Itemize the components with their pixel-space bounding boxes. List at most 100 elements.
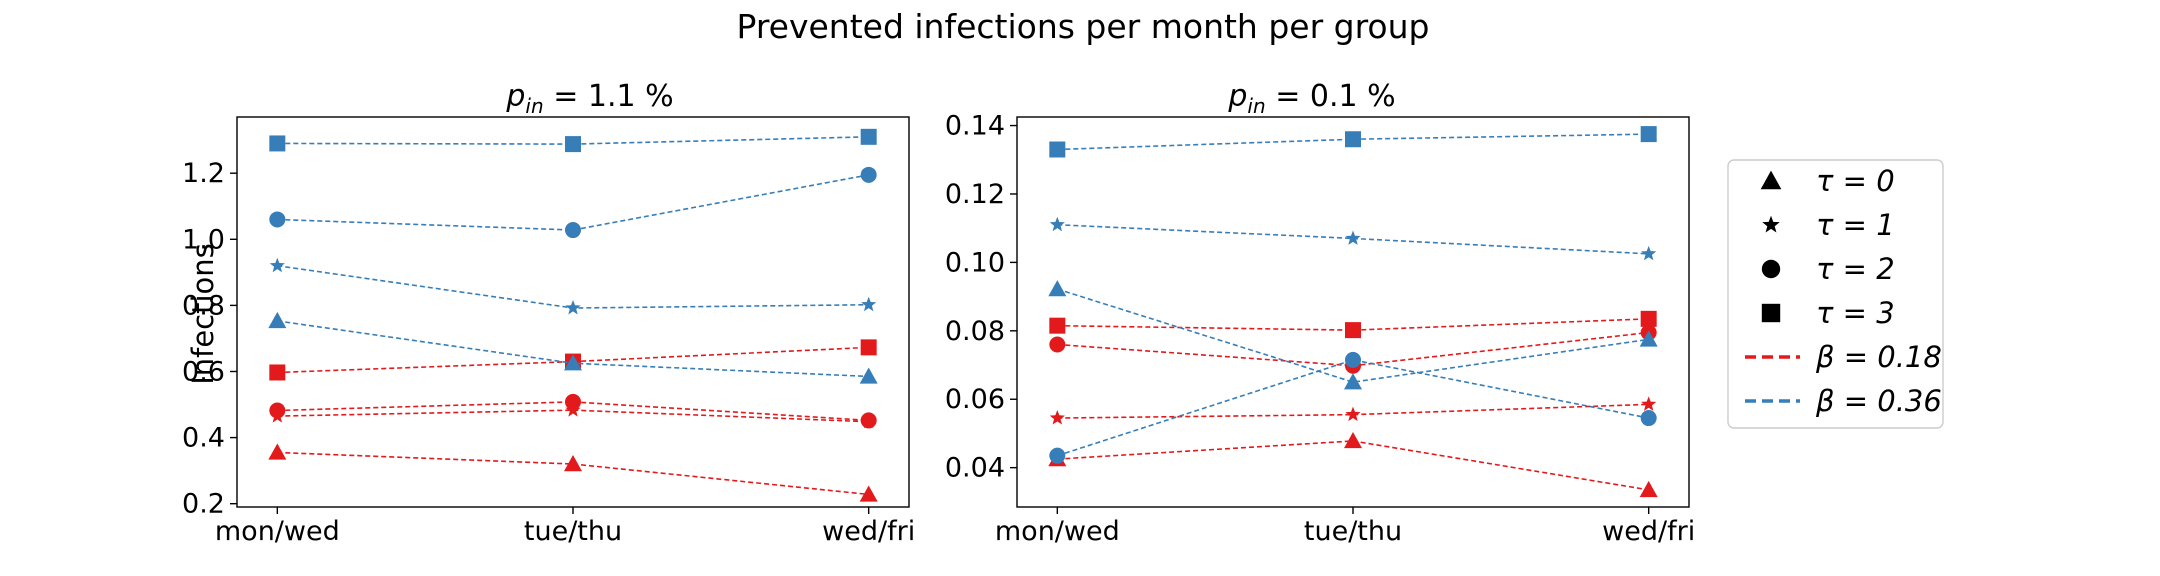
data-point-circle bbox=[860, 166, 877, 183]
series-line bbox=[1057, 223, 1649, 255]
x-tick-label: mon/wed bbox=[215, 516, 340, 547]
y-tick-label: 0.6 bbox=[182, 356, 225, 387]
data-point-triangle bbox=[564, 354, 582, 371]
y-tick-label: 0.10 bbox=[945, 247, 1005, 278]
data-point-square bbox=[1640, 126, 1657, 143]
series-line bbox=[277, 346, 869, 374]
series-beta-0.36-tau-0 bbox=[1048, 280, 1658, 390]
panel-right-title: pin = 0.1 % bbox=[1227, 79, 1395, 118]
series-beta-0.36-tau-2 bbox=[269, 166, 877, 239]
y-tick-label: 0.8 bbox=[182, 290, 225, 321]
data-point-circle bbox=[565, 222, 581, 239]
series-right bbox=[1048, 126, 1658, 498]
legend-marker-square bbox=[1761, 303, 1781, 323]
legend-frame bbox=[1727, 159, 1944, 429]
legend-label: β = 0.36 bbox=[1815, 384, 1942, 418]
data-point-square bbox=[860, 128, 877, 145]
data-point-triangle bbox=[268, 443, 287, 460]
y-ticks-right: 0.04 0.06 0.08 0.10 0.12 0.14 bbox=[945, 111, 1017, 484]
panel-left-title: pin = 1.1 % bbox=[505, 79, 673, 118]
legend-entry: τ = 0 bbox=[1760, 164, 1895, 198]
data-point-circle bbox=[1049, 447, 1066, 464]
legend-entry: τ = 1 bbox=[1762, 208, 1895, 242]
data-point-star bbox=[565, 300, 581, 315]
x-tick-label: tue/thu bbox=[1304, 516, 1402, 547]
y-tick-label: 0.4 bbox=[182, 423, 225, 454]
x-tick-label: wed/fri bbox=[822, 516, 915, 547]
series-beta-0.18-tau-0 bbox=[1048, 431, 1658, 498]
data-point-square bbox=[1345, 131, 1361, 148]
data-point-circle bbox=[1049, 336, 1066, 353]
series-line bbox=[277, 174, 869, 231]
legend-label: τ = 1 bbox=[1816, 208, 1895, 242]
legend-label: τ = 0 bbox=[1816, 164, 1895, 198]
y-tick-label: 1.2 bbox=[182, 158, 225, 189]
series-beta-0.36-tau-0 bbox=[268, 311, 878, 384]
series-beta-0.18-tau-1 bbox=[1049, 396, 1657, 425]
y-tick-label: 0.14 bbox=[945, 111, 1005, 142]
data-point-square bbox=[1640, 310, 1657, 327]
data-point-triangle bbox=[1344, 373, 1362, 390]
data-point-circle bbox=[860, 412, 877, 429]
plot-frame-left bbox=[236, 116, 910, 508]
data-point-triangle bbox=[1048, 280, 1067, 297]
series-beta-0.18-tau-0 bbox=[268, 443, 878, 502]
legend-entry: τ = 2 bbox=[1761, 252, 1895, 286]
series-line bbox=[277, 401, 869, 422]
series-line bbox=[277, 451, 869, 496]
data-point-triangle bbox=[859, 485, 878, 502]
panel-left: pin = 1.1 % Infections 0.2 0.4 0.6 0.8 1.0 1.… bbox=[182, 79, 915, 547]
x-tick-label: tue/thu bbox=[524, 516, 622, 547]
y-tick-label: 0.08 bbox=[945, 316, 1005, 347]
series-line bbox=[1057, 133, 1649, 151]
data-point-star bbox=[861, 296, 877, 312]
series-beta-0.36-tau-1 bbox=[269, 257, 877, 315]
data-point-triangle bbox=[268, 311, 287, 329]
data-point-square bbox=[565, 136, 581, 153]
data-point-triangle bbox=[1639, 480, 1658, 498]
y-axis-label: Infections bbox=[186, 243, 220, 385]
series-beta-0.18-tau-2 bbox=[269, 393, 877, 429]
legend-marker-star bbox=[1762, 215, 1780, 233]
legend-entry: τ = 3 bbox=[1761, 296, 1895, 330]
legend-marker-circle bbox=[1761, 259, 1781, 279]
legend-items: τ = 0 τ = 1 τ = 2 τ = 3 β = 0.18 β = 0.36 bbox=[1745, 164, 1942, 418]
data-point-star bbox=[1049, 410, 1065, 425]
y-tick-label: 0.04 bbox=[945, 453, 1005, 484]
data-point-circle bbox=[269, 402, 286, 419]
figure-title: Prevented infections per month per group bbox=[737, 7, 1430, 46]
x-tick-label: wed/fri bbox=[1602, 516, 1695, 547]
x-ticks-right: mon/wed tue/thu wed/fri bbox=[995, 507, 1695, 547]
x-tick-label: mon/wed bbox=[995, 516, 1120, 547]
legend: τ = 0 τ = 1 τ = 2 τ = 3 β = 0.18 β = 0.36 bbox=[1727, 159, 1944, 429]
data-point-star bbox=[1641, 245, 1657, 261]
legend-label: β = 0.18 bbox=[1815, 340, 1942, 374]
y-tick-label: 1.0 bbox=[182, 224, 225, 255]
series-beta-0.36-tau-2 bbox=[1049, 351, 1657, 464]
data-point-square bbox=[1345, 322, 1361, 339]
data-point-triangle bbox=[859, 367, 878, 384]
y-tick-label: 0.12 bbox=[945, 179, 1005, 210]
data-point-square bbox=[269, 364, 286, 381]
data-point-circle bbox=[1640, 410, 1657, 427]
data-point-star bbox=[1345, 230, 1361, 245]
series-line bbox=[1057, 403, 1649, 419]
data-point-star bbox=[269, 257, 285, 273]
data-point-triangle bbox=[564, 455, 582, 472]
data-point-circle bbox=[269, 211, 286, 228]
panel-right: pin = 0.1 % 0.04 0.06 0.08 0.10 0.12 0.14 mon… bbox=[945, 79, 1695, 547]
series-line bbox=[1057, 440, 1649, 491]
data-point-square bbox=[1049, 141, 1066, 158]
legend-marker-triangle bbox=[1760, 170, 1782, 190]
series-beta-0.36-tau-1 bbox=[1049, 216, 1657, 261]
legend-entry: β = 0.36 bbox=[1745, 384, 1942, 418]
y-tick-label: 0.06 bbox=[945, 384, 1005, 415]
data-point-triangle bbox=[1639, 330, 1658, 347]
legend-entry: β = 0.18 bbox=[1745, 340, 1942, 374]
data-point-square bbox=[269, 135, 286, 152]
x-ticks-left: mon/wed tue/thu wed/fri bbox=[215, 507, 915, 547]
series-beta-0.36-tau-3 bbox=[1049, 126, 1657, 158]
series-beta-0.18-tau-3 bbox=[1049, 310, 1657, 339]
data-point-triangle bbox=[1344, 431, 1362, 449]
